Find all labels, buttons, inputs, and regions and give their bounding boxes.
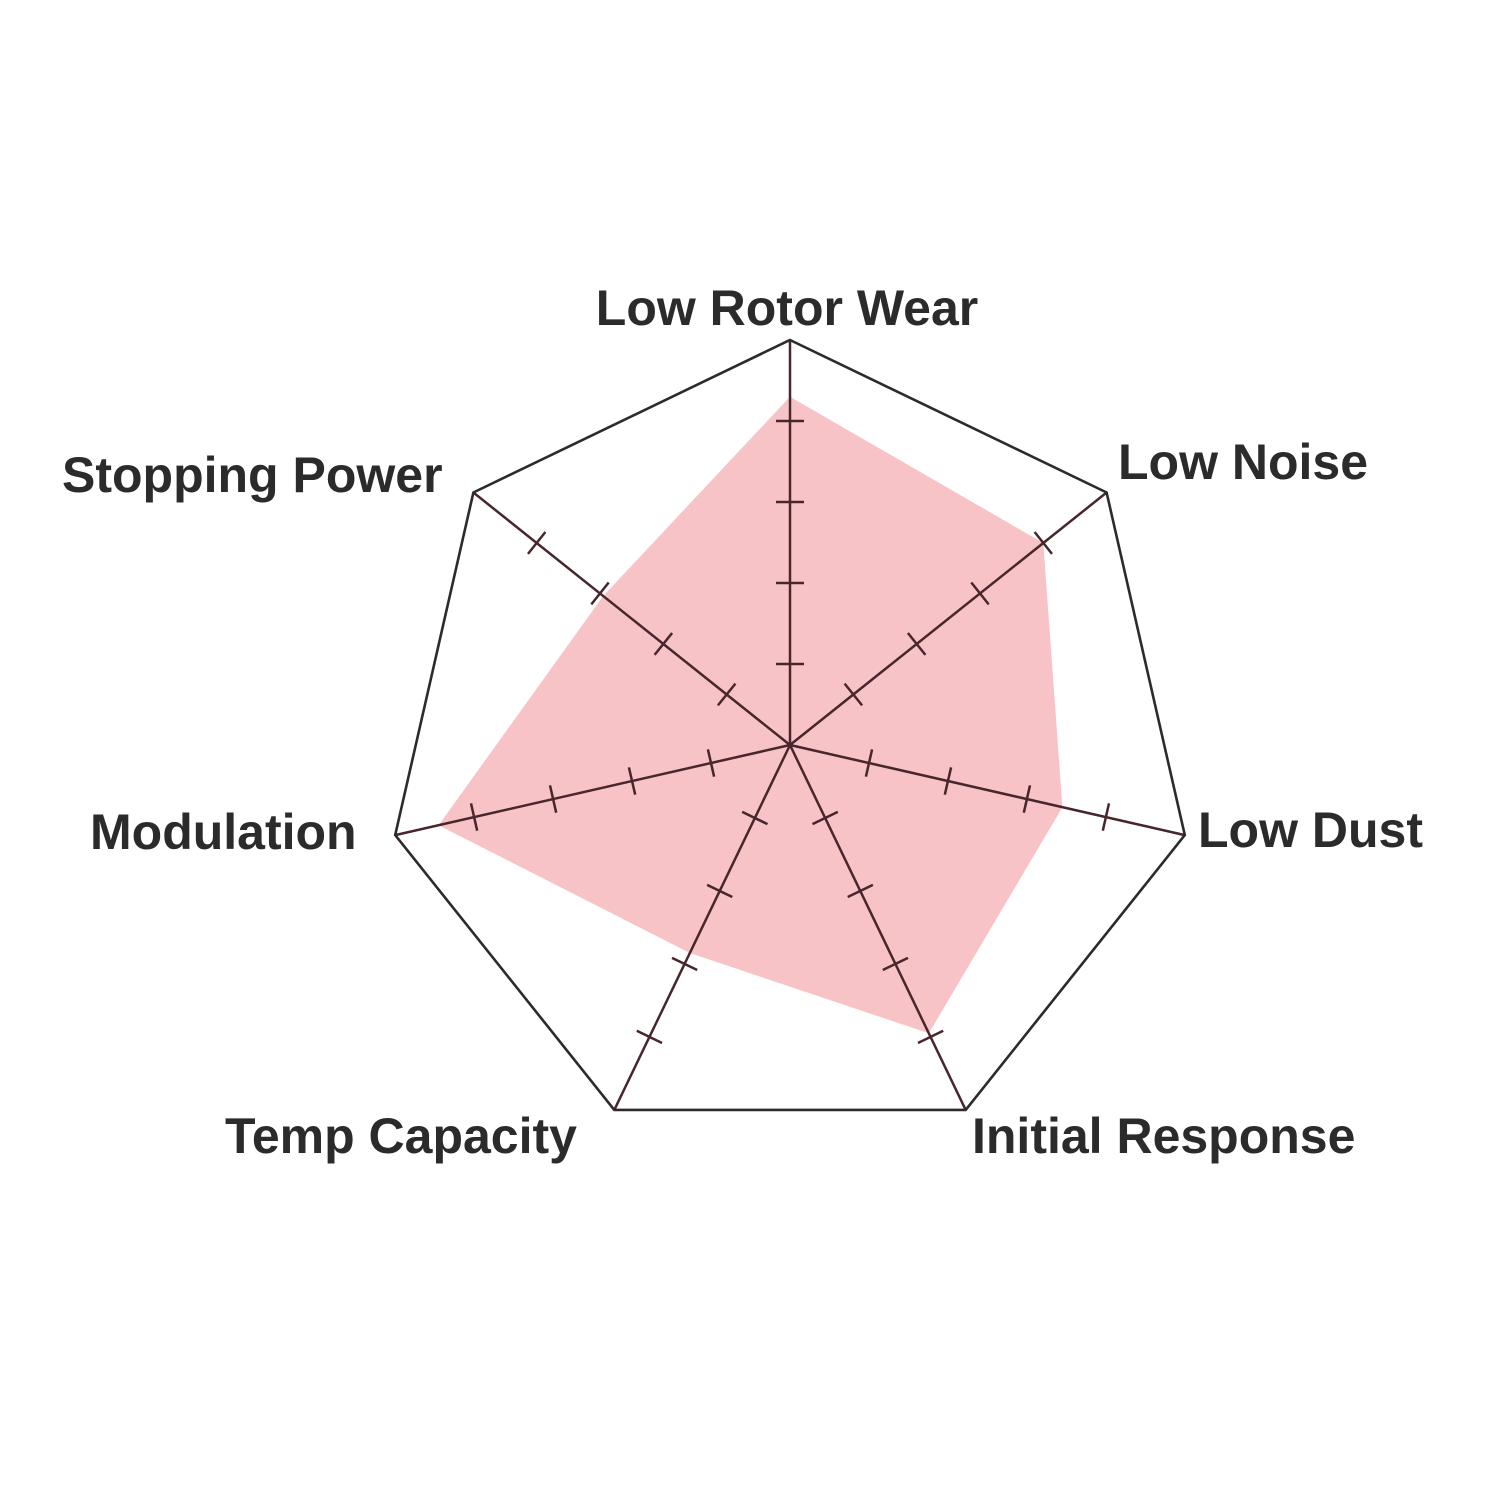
axis-spoke	[788, 744, 967, 1111]
axis-spoke	[394, 743, 791, 837]
axis-spoke	[472, 491, 791, 746]
axis-tick	[1033, 531, 1053, 555]
axis-tick	[706, 749, 716, 777]
radar-outline	[393, 338, 1187, 1112]
axis-tick	[590, 581, 610, 606]
axis-tick	[847, 883, 874, 899]
axis-label-low-noise: Low Noise	[1118, 434, 1369, 490]
axis-tick	[627, 767, 637, 795]
axis-spoke	[789, 491, 1108, 746]
axis-tick	[917, 1029, 944, 1045]
axis-tick	[716, 682, 737, 707]
axis-label-modulation: Modulation	[90, 804, 357, 860]
axis-label-low-dust: Low Dust	[1198, 802, 1423, 858]
axis-tick	[882, 956, 909, 972]
axis-tick	[469, 803, 479, 831]
axis-tick	[906, 632, 927, 656]
axis-spoke	[613, 744, 792, 1111]
axis-spoke	[789, 743, 1186, 837]
axis-tick	[653, 632, 674, 656]
axis-tick	[527, 531, 547, 555]
axis-label-stopping-power: Stopping Power	[62, 447, 443, 503]
axis-label-temp-capacity: Temp Capacity	[225, 1108, 577, 1164]
axis-tick	[636, 1029, 663, 1045]
axis-tick	[741, 810, 769, 826]
axis-tick	[706, 883, 733, 899]
axis-tick	[1101, 803, 1111, 831]
axis-tick	[970, 581, 990, 606]
axis-tick	[864, 749, 874, 777]
axis-tick	[843, 682, 864, 707]
axis-label-initial-response: Initial Response	[972, 1108, 1356, 1164]
axis-tick	[811, 810, 839, 826]
axis-tick	[943, 767, 953, 795]
axis-tick	[671, 956, 698, 972]
axis-tick	[548, 785, 558, 813]
axis-label-low-rotor-wear: Low Rotor Wear	[595, 280, 979, 336]
axis-tick	[1022, 785, 1032, 813]
